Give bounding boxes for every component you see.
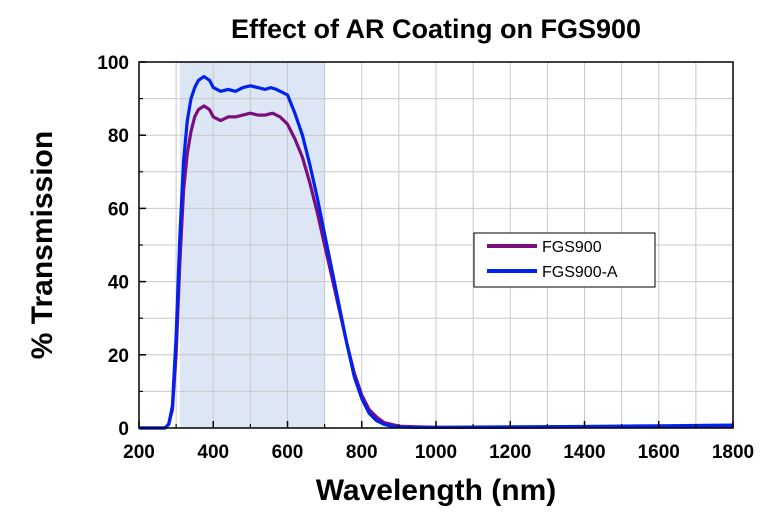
series-line-fgs900 [139, 104, 734, 430]
legend-label-fgs900-a: FGS900-A [542, 264, 618, 281]
y-tick-label: 40 [108, 273, 129, 294]
x-tick-labels: 200 400 600 800 1000 1200 1400 1600 1800 [123, 442, 754, 463]
y-tick-label: 100 [97, 53, 129, 74]
x-axis-label: Wavelength (nm) [316, 474, 557, 507]
y-axis-label: % Transmission [26, 131, 59, 359]
chart-title: Effect of AR Coating on FGS900 [231, 14, 641, 44]
ticks [138, 61, 734, 429]
x-tick-label: 1600 [638, 442, 680, 463]
x-tick-label: 1200 [489, 442, 531, 463]
legend-box [473, 232, 656, 288]
series-line-fgs900-a [139, 75, 734, 430]
y-tick-label: 20 [108, 346, 129, 367]
x-tick-label: 400 [197, 442, 229, 463]
legend-label-fgs900: FGS900 [542, 239, 602, 256]
x-tick-label: 800 [346, 442, 378, 463]
y-tick-label: 60 [108, 199, 129, 220]
series-group [139, 75, 734, 430]
x-tick-label: 1400 [563, 442, 605, 463]
x-tick-label: 1000 [415, 442, 457, 463]
x-tick-label: 200 [123, 442, 155, 463]
y-tick-label: 80 [108, 126, 129, 147]
legend: FGS900 FGS900-A [473, 232, 656, 288]
y-tick-labels: 0 20 40 60 80 100 [97, 53, 129, 440]
y-tick-label: 0 [118, 419, 129, 440]
x-tick-label: 600 [272, 442, 304, 463]
x-tick-label: 1800 [712, 442, 754, 463]
